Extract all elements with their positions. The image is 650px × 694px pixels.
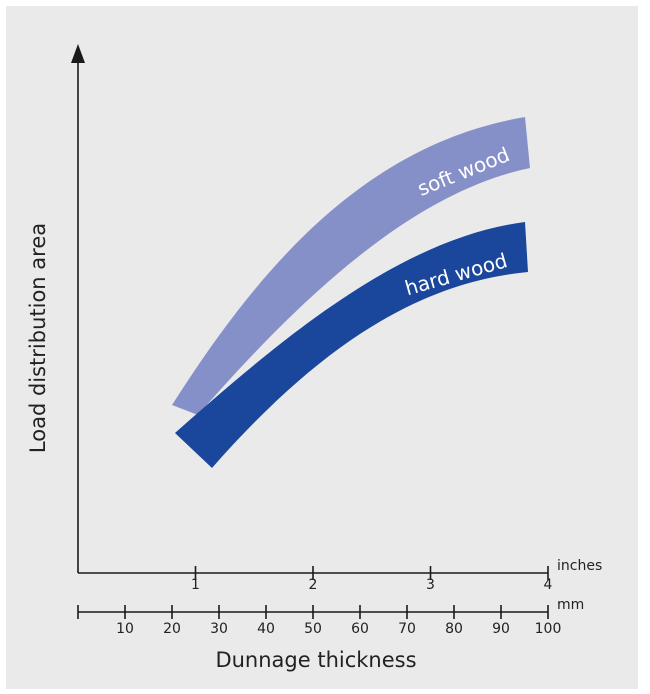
x-mm-tick-label-100: 100 [535, 621, 562, 637]
x-axis-inches-unit: inches [557, 558, 602, 574]
x-axis-label: Dunnage thickness [215, 648, 416, 672]
x-mm-tick-label-80: 80 [445, 621, 463, 637]
series-band-hard-wood [175, 222, 528, 468]
x-mm-tick-label-20: 20 [163, 621, 181, 637]
x-inches-tick-label-1: 1 [191, 577, 200, 593]
x-mm-tick-label-40: 40 [257, 621, 275, 637]
series-band-soft-wood [172, 117, 530, 415]
x-inches-tick-label-2: 2 [309, 577, 318, 593]
x-mm-tick-label-50: 50 [304, 621, 322, 637]
y-axis-label: Load distribution area [26, 223, 50, 453]
x-mm-tick-label-60: 60 [351, 621, 369, 637]
x-axis-inches-ticks: 1 2 3 4 [191, 566, 553, 593]
x-mm-tick-label-10: 10 [116, 621, 134, 637]
y-axis-arrow [71, 44, 85, 63]
x-mm-tick-label-90: 90 [492, 621, 510, 637]
x-axis-mm-unit: mm [557, 597, 584, 613]
x-mm-tick-label-30: 30 [210, 621, 228, 637]
x-inches-tick-label-3: 3 [426, 577, 435, 593]
x-inches-tick-label-4: 4 [544, 577, 553, 593]
x-mm-tick-label-70: 70 [398, 621, 416, 637]
x-axis-mm-ticks: 10 20 30 40 50 60 70 80 90 100 [77, 605, 562, 637]
